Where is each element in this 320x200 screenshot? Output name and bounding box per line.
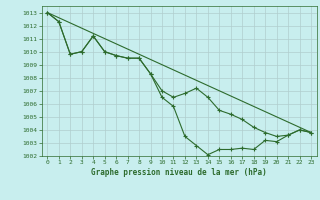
X-axis label: Graphe pression niveau de la mer (hPa): Graphe pression niveau de la mer (hPa): [91, 168, 267, 177]
